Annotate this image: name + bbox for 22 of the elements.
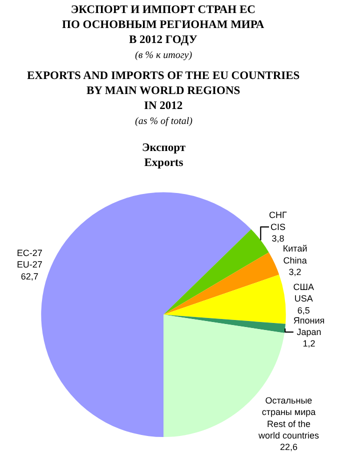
data-label: 62,7 [20, 271, 38, 282]
slice-label: Китай China [282, 244, 308, 266]
pie-slice [164, 274, 286, 324]
slice-label: Остальные страны мира Rest of the world countries [257, 395, 320, 440]
text: (as % of total) [135, 116, 194, 127]
slice-label: ЕС-27 EU-27 [16, 248, 42, 270]
pie-slice [164, 252, 280, 315]
pie-slice [164, 314, 286, 334]
chart-title: ЭКСПОРТ И ИМПОРТ СТРАН ЕС ПО ОСНОВНЫМ РЕГИОНАМ МИРА В 2012 ГОДУ [62, 4, 265, 46]
data-label: 6,5 [297, 305, 310, 316]
text: EXPORTS AND IMPORTS OF THE EU COUNTRIES BY MAIN WORLD REGIONS IN 2012 [27, 70, 300, 112]
slice-label: СНГ CIS [269, 210, 287, 232]
pie-slice [164, 229, 269, 315]
pie-slice [41, 192, 252, 437]
data-label: 3,2 [288, 266, 302, 277]
slice-label: Япония Japan [293, 315, 325, 338]
text: Экспорт Exports [142, 142, 186, 169]
data-label: 1,2 [302, 338, 316, 349]
slice-label: США USA [293, 282, 314, 304]
data-label: 3,8 [272, 234, 284, 244]
chart-subtitle: (в % к итогу) [135, 50, 193, 61]
data-label: 22,6 [280, 442, 298, 452]
